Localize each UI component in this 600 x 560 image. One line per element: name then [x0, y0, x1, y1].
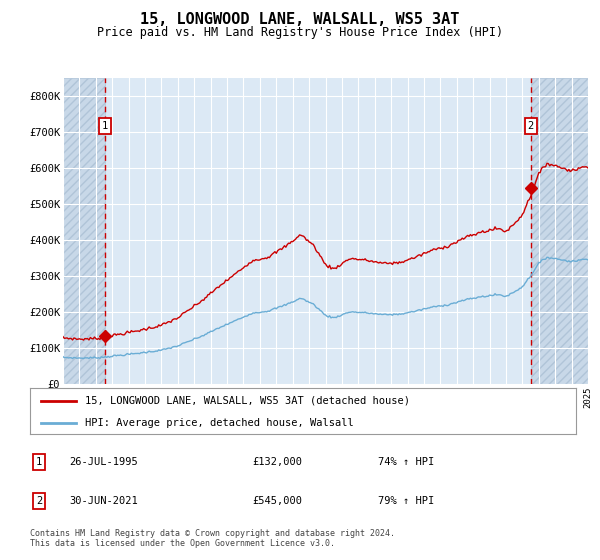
Text: 1: 1 [102, 121, 108, 130]
Text: £132,000: £132,000 [252, 457, 302, 467]
Text: Contains HM Land Registry data © Crown copyright and database right 2024.
This d: Contains HM Land Registry data © Crown c… [30, 529, 395, 548]
Text: HPI: Average price, detached house, Walsall: HPI: Average price, detached house, Wals… [85, 418, 353, 427]
Bar [63, 78, 105, 384]
Text: 15, LONGWOOD LANE, WALSALL, WS5 3AT (detached house): 15, LONGWOOD LANE, WALSALL, WS5 3AT (det… [85, 396, 410, 406]
Text: £545,000: £545,000 [252, 496, 302, 506]
Bar [530, 78, 588, 384]
Text: 1: 1 [36, 457, 42, 467]
Text: 26-JUL-1995: 26-JUL-1995 [69, 457, 138, 467]
Text: 79% ↑ HPI: 79% ↑ HPI [378, 496, 434, 506]
Text: 74% ↑ HPI: 74% ↑ HPI [378, 457, 434, 467]
Text: 15, LONGWOOD LANE, WALSALL, WS5 3AT: 15, LONGWOOD LANE, WALSALL, WS5 3AT [140, 12, 460, 27]
Text: 2: 2 [36, 496, 42, 506]
Text: 2: 2 [527, 121, 534, 130]
Text: Price paid vs. HM Land Registry's House Price Index (HPI): Price paid vs. HM Land Registry's House … [97, 26, 503, 39]
Text: 30-JUN-2021: 30-JUN-2021 [69, 496, 138, 506]
